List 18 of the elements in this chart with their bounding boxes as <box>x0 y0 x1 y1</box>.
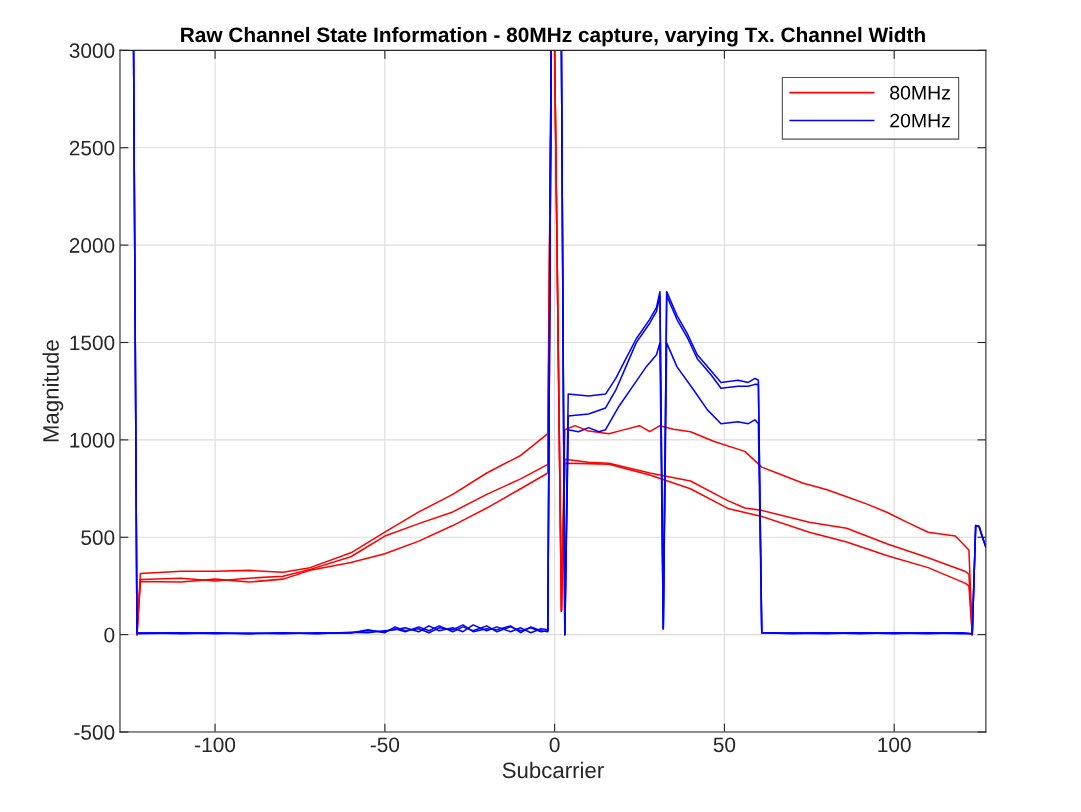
y-tick-label: -500 <box>74 725 115 740</box>
x-axis-title: Subcarrier <box>502 761 604 779</box>
y-axis-title: Magnitude <box>42 340 64 442</box>
x-tick-label: -50 <box>370 737 400 753</box>
x-tick-label: -100 <box>195 737 236 753</box>
x-tick-label: 50 <box>713 737 736 753</box>
y-tick-label: 0 <box>104 627 115 643</box>
y-tick-label: 1000 <box>70 432 115 448</box>
y-tick-label: 2000 <box>69 238 115 253</box>
x-tick-label: 0 <box>549 737 560 753</box>
chart-title: Raw Channel State Information - 80MHz capture, varying Tx. Channel Width <box>181 26 925 47</box>
x-tick-label: 100 <box>878 737 911 753</box>
y-tick-label: 2500 <box>69 140 115 156</box>
legend-label: 20MHz <box>890 113 950 128</box>
y-tick-label: 500 <box>81 530 115 546</box>
legend-label: 80MHz <box>890 85 950 100</box>
y-tick-label: 1500 <box>70 335 115 351</box>
y-tick-label: 3000 <box>69 43 115 59</box>
